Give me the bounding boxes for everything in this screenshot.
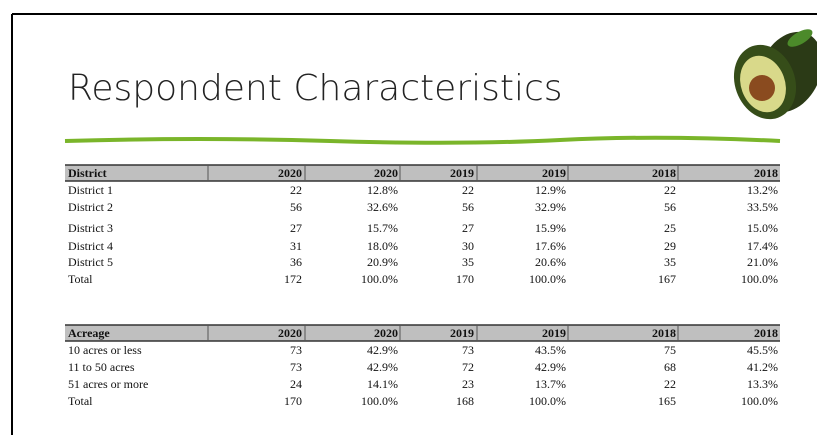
- header-cell: 2020: [374, 166, 398, 180]
- table-cell: 100.0%: [361, 272, 398, 286]
- avocado-image: [733, 29, 817, 120]
- table-cell: 168: [456, 394, 474, 408]
- row-label: Total: [68, 394, 93, 408]
- table-cell: 73: [462, 343, 474, 357]
- table-cell: 42.9%: [367, 360, 398, 374]
- row-label: District 1: [68, 183, 113, 197]
- table-cell: 35: [462, 255, 474, 269]
- table-cell: 15.7%: [367, 221, 398, 235]
- table-cell: 75: [664, 343, 676, 357]
- table-cell: 100.0%: [361, 394, 398, 408]
- table-cell: 56: [664, 200, 676, 214]
- row-label: 11 to 50 acres: [68, 360, 135, 374]
- table-cell: 41.2%: [747, 360, 778, 374]
- row-label: 51 acres or more: [68, 377, 148, 391]
- table-cell: 12.9%: [535, 183, 566, 197]
- header-cell: 2020: [278, 166, 302, 180]
- table-cell: 23: [462, 377, 474, 391]
- slide-title: Respondent Characteristics: [68, 68, 563, 109]
- table-cell: 12.8%: [367, 183, 398, 197]
- table-cell: 20.9%: [367, 255, 398, 269]
- row-label: Total: [68, 272, 93, 286]
- table-cell: 17.6%: [535, 239, 566, 253]
- table-cell: 29: [664, 239, 676, 253]
- table-cell: 22: [664, 377, 676, 391]
- table-cell: 56: [462, 200, 474, 214]
- table-cell: 15.9%: [535, 221, 566, 235]
- row-label: District 3: [68, 221, 113, 235]
- header-cell: Acreage: [68, 326, 110, 340]
- table-cell: 21.0%: [747, 255, 778, 269]
- table-cell: 172: [284, 272, 302, 286]
- table-cell: 32.6%: [367, 200, 398, 214]
- table-cell: 100.0%: [529, 272, 566, 286]
- table-cell: 165: [658, 394, 676, 408]
- table-cell: 22: [664, 183, 676, 197]
- green-rule: [64, 135, 781, 145]
- header-row: [65, 165, 780, 181]
- table-cell: 18.0%: [367, 239, 398, 253]
- header-cell: 2018: [754, 326, 778, 340]
- table-cell: 27: [290, 221, 302, 235]
- table-cell: 42.9%: [535, 360, 566, 374]
- header-cell: 2020: [278, 326, 302, 340]
- table-cell: 13.3%: [747, 377, 778, 391]
- header-cell: 2019: [450, 326, 474, 340]
- table-cell: 56: [290, 200, 302, 214]
- table-cell: 22: [290, 183, 302, 197]
- table-cell: 72: [462, 360, 474, 374]
- table-cell: 30: [462, 239, 474, 253]
- table-cell: 100.0%: [741, 272, 778, 286]
- table-cell: 36: [290, 255, 302, 269]
- table-cell: 170: [456, 272, 474, 286]
- table-cell: 22: [462, 183, 474, 197]
- header-row: [65, 325, 780, 341]
- header-cell: District: [68, 166, 107, 180]
- table-cell: 24: [290, 377, 302, 391]
- table-cell: 35: [664, 255, 676, 269]
- header-cell: 2019: [542, 166, 566, 180]
- table-cell: 32.9%: [535, 200, 566, 214]
- table-cell: 13.7%: [535, 377, 566, 391]
- table-cell: 33.5%: [747, 200, 778, 214]
- table-cell: 13.2%: [747, 183, 778, 197]
- header-cell: 2019: [542, 326, 566, 340]
- table-cell: 45.5%: [747, 343, 778, 357]
- table-cell: 100.0%: [741, 394, 778, 408]
- header-cell: 2019: [450, 166, 474, 180]
- table-cell: 25: [664, 221, 676, 235]
- table-cell: 68: [664, 360, 676, 374]
- row-label: District 5: [68, 255, 113, 269]
- table-cell: 15.0%: [747, 221, 778, 235]
- table-cell: 27: [462, 221, 474, 235]
- table-cell: 167: [658, 272, 676, 286]
- header-cell: 2018: [652, 326, 676, 340]
- table-cell: 14.1%: [367, 377, 398, 391]
- table-cell: 17.4%: [747, 239, 778, 253]
- table-cell: 20.6%: [535, 255, 566, 269]
- table-cell: 73: [290, 343, 302, 357]
- table-cell: 100.0%: [529, 394, 566, 408]
- table-cell: 31: [290, 239, 302, 253]
- row-label: 10 acres or less: [68, 343, 142, 357]
- table-cell: 43.5%: [535, 343, 566, 357]
- table-cell: 42.9%: [367, 343, 398, 357]
- table-cell: 170: [284, 394, 302, 408]
- header-cell: 2018: [754, 166, 778, 180]
- row-label: District 2: [68, 200, 113, 214]
- header-cell: 2020: [374, 326, 398, 340]
- header-cell: 2018: [652, 166, 676, 180]
- table-cell: 73: [290, 360, 302, 374]
- row-label: District 4: [68, 239, 113, 253]
